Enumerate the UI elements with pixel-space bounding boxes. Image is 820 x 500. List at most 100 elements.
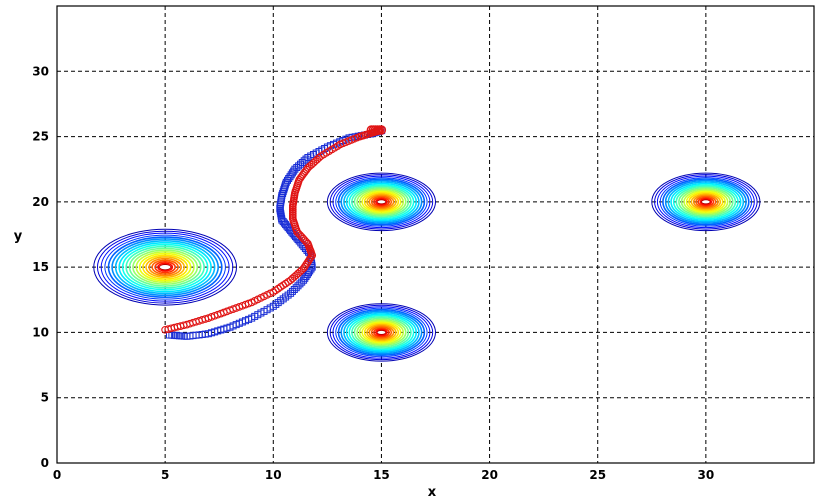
y-tick-label: 30 [32,64,49,78]
contour-ring [361,190,402,213]
series-marker-square [294,282,302,290]
contour-ring [375,198,388,206]
contour-ring [329,304,434,361]
contour-ring [358,320,405,345]
series-marker-square [300,276,308,284]
contour-ring [138,252,192,282]
series-marker-square [292,284,300,292]
x-tick-label: 5 [161,468,169,482]
contour-ring [353,186,410,217]
series-marker-square [303,271,311,279]
contour-ring [353,317,410,348]
contour-ring [351,315,412,349]
contour-ring [697,197,715,207]
contour-ring [145,256,186,279]
contour-ring [370,195,393,208]
x-tick-label: 30 [698,468,715,482]
contour-ring [672,183,739,220]
contour-ring [656,175,755,229]
contour-ring [121,243,209,291]
contour-ring [151,259,179,275]
contour-ring [332,175,431,229]
series-marker-circle [303,259,312,267]
contour-ring [690,193,722,211]
y-axis-label: y [14,229,23,244]
contour-ring [651,172,761,232]
series-marker-square [279,295,287,303]
contour-ring [678,186,734,217]
contour-ring [340,179,423,225]
contour-ring [670,182,742,222]
contour-peak [93,228,238,306]
contour-peak-center [701,199,711,205]
contour-ring [111,238,220,297]
contour-ring [688,192,724,212]
axes-box [56,5,815,464]
contour-peak [326,303,436,362]
contour-ring [373,327,390,338]
contour-ring [667,181,745,223]
y-tick-label: 0 [41,456,49,470]
contour-ring [337,308,426,357]
series-marker-square [287,289,295,297]
y-tick-label: 5 [41,391,49,405]
contour-ring [96,230,234,304]
contour-ring [662,178,750,226]
contour-ring [335,177,428,227]
y-tick-label: 25 [32,130,49,144]
contour-peak-center [159,264,172,271]
contour-ring [699,198,713,206]
y-tick-label: 15 [32,260,49,274]
contour-ring [683,189,729,215]
contour-ring [363,322,400,343]
contour-ring [132,249,199,286]
contour-ring [337,178,426,226]
contour-ring [348,183,415,220]
contour-ring [128,247,202,287]
contour-ring [135,251,195,284]
contour-ring [340,310,423,355]
contour-ring [154,261,176,274]
contour-ring [363,192,400,212]
contour-ring [107,236,223,299]
series-marker-square [272,300,280,308]
contour-ring [692,194,719,210]
x-tick-label: 10 [265,468,282,482]
x-axis-label: x [428,485,437,500]
contour-ring [370,326,393,339]
series-marker-square [290,286,298,293]
contour-plots [93,172,761,362]
y-tick-label: 10 [32,325,49,339]
contour-ring [142,254,189,280]
contour-ring [356,318,407,347]
contour-peak-center [376,199,387,205]
contour-ring [664,179,747,225]
series-marker-square [288,287,296,295]
contour-ring [695,195,717,208]
contour-ring [375,328,388,337]
contour-ring [326,172,436,232]
contour-ring [675,185,737,219]
x-tick-label: 20 [481,468,498,482]
series-red-circles [161,125,387,334]
x-tick-label: 15 [373,468,390,482]
contour-ring [356,188,407,216]
contour-ring [361,321,402,344]
contour-ring [366,323,397,341]
contour-ring [332,306,431,359]
contour-ring [343,311,420,354]
series-marker-square [286,173,294,181]
contour-ring [368,194,395,210]
contour-ring [326,303,436,362]
contour-ring [114,240,216,295]
contour-ring [348,314,415,351]
contour-peak [651,172,761,232]
contour-ring [345,182,418,222]
contour-ring [93,228,238,306]
contour-ring [100,232,230,302]
contour-peak-center [376,330,387,335]
contour-ring [148,257,182,277]
contour-ring [685,190,726,213]
contour-ring [335,307,428,358]
tick-labels: 0 5 10 15 20 25 30 0 5 10 15 20 25 30 [32,64,714,482]
